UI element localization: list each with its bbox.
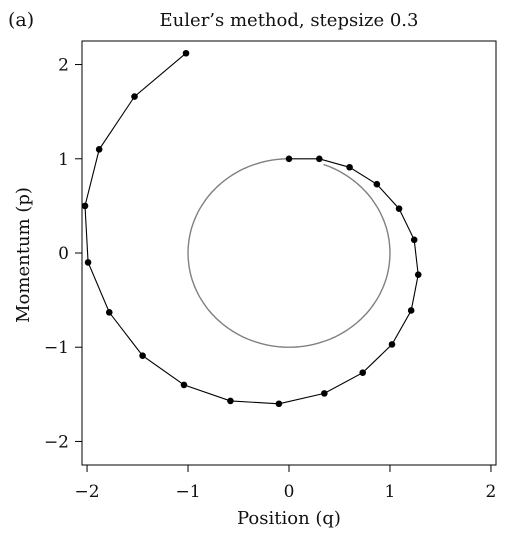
y-axis-label: Momentum (p) (13, 187, 34, 323)
euler-point (139, 352, 146, 360)
euler-point (285, 155, 293, 163)
euler-point (227, 397, 234, 405)
euler-point (95, 146, 103, 153)
euler-point (321, 390, 328, 397)
x-tick-label: 0 (284, 482, 295, 502)
y-tick-label: −2 (44, 432, 69, 452)
euler-point (84, 259, 92, 266)
y-tick-label: 1 (58, 150, 69, 170)
euler-point (388, 341, 396, 348)
y-tick-label: 2 (58, 56, 69, 76)
x-axis-label: Position (q) (237, 508, 341, 529)
x-tick-label: 1 (385, 482, 396, 502)
euler-point (410, 236, 418, 244)
euler-point (414, 271, 422, 278)
x-tick-label: −1 (175, 482, 200, 502)
y-tick-label: 0 (58, 244, 69, 264)
euler-point (395, 205, 403, 213)
euler-point (81, 202, 89, 210)
euler-point (275, 400, 283, 408)
euler-point (346, 163, 353, 171)
euler-point (105, 309, 113, 316)
y-tick-label: −1 (44, 338, 69, 358)
euler-point (131, 93, 138, 100)
exact-solution-circle (187, 158, 391, 348)
euler-trajectory-line (84, 52, 419, 405)
euler-point (180, 381, 188, 389)
euler-point (373, 180, 381, 188)
chart-title: Euler’s method, stepsize 0.3 (160, 10, 419, 31)
euler-point (315, 155, 323, 163)
series-layer (81, 49, 422, 408)
x-axis: −2 −1 0 1 2 (75, 465, 497, 502)
x-tick-label: −2 (75, 482, 100, 502)
euler-point (407, 307, 415, 314)
euler-point (359, 369, 367, 376)
y-axis: −2 −1 0 1 2 (44, 56, 82, 452)
euler-point (182, 49, 190, 57)
x-tick-label: 2 (486, 482, 497, 502)
panel-label: (a) (8, 9, 34, 31)
